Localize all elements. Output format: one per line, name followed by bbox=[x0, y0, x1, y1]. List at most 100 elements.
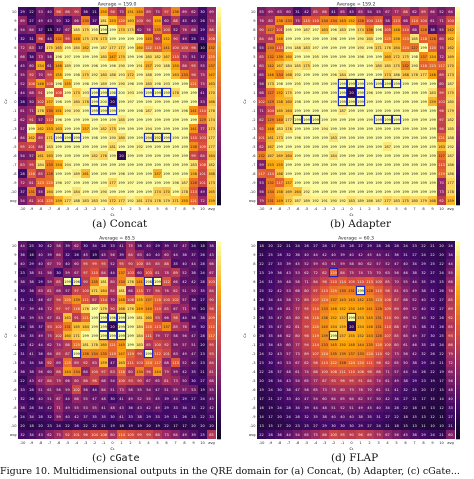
heatmap-cell bbox=[117, 268, 126, 277]
heatmap-cell bbox=[293, 61, 302, 70]
cell-value-label: 22 bbox=[430, 253, 435, 257]
heatmap-cell bbox=[54, 313, 63, 322]
x-tick-label: -2 bbox=[93, 441, 97, 445]
cell-value-label: 34 bbox=[38, 406, 43, 410]
cell-value-label: 88 bbox=[394, 325, 399, 329]
heatmap-cell bbox=[383, 133, 392, 142]
cell-value-label: 40 bbox=[295, 397, 300, 401]
heatmap-cell bbox=[198, 295, 207, 304]
cell-value-label: 97 bbox=[56, 307, 61, 311]
heatmap-cell bbox=[18, 133, 27, 142]
cell-value-label: 186 bbox=[393, 73, 401, 77]
cell-value-label: 177 bbox=[208, 145, 215, 149]
heatmap-cell bbox=[27, 259, 36, 268]
heatmap-cell bbox=[99, 43, 108, 52]
cell-value-label: 81 bbox=[56, 316, 61, 320]
heatmap-cell bbox=[302, 394, 311, 403]
heatmap-cell bbox=[311, 250, 320, 259]
heatmap-cell bbox=[135, 34, 144, 43]
cell-value-label: 56 bbox=[56, 388, 61, 392]
cell-value-label: 21 bbox=[200, 370, 205, 374]
heatmap-cell bbox=[90, 106, 99, 115]
cell-value-label: 20 bbox=[439, 253, 444, 257]
highlighted-cell-box bbox=[143, 132, 154, 143]
cell-value-label: 20 bbox=[146, 424, 151, 428]
heatmap-cell bbox=[18, 322, 27, 331]
heatmap-cell bbox=[356, 430, 365, 439]
cell-value-label: 45 bbox=[182, 19, 187, 23]
cell-value-label: 199 bbox=[384, 100, 392, 104]
colorbar-segment bbox=[217, 195, 221, 201]
x-tick-label: 3 bbox=[377, 441, 379, 445]
heatmap-cell bbox=[347, 241, 356, 250]
heatmap-cell bbox=[90, 7, 99, 16]
cell-value-label: 199 bbox=[154, 163, 162, 167]
cell-value-label: 171 bbox=[73, 334, 80, 338]
cell-value-label: 134 bbox=[91, 352, 99, 356]
heatmap-cell bbox=[144, 259, 153, 268]
cell-value-label: 30 bbox=[56, 271, 61, 275]
cell-value-label: 140 bbox=[145, 37, 153, 41]
cell-value-label: 199 bbox=[330, 82, 338, 86]
cell-value-label: 72 bbox=[448, 361, 453, 365]
cell-value-label: 67 bbox=[47, 316, 52, 320]
heatmap-cell bbox=[338, 412, 347, 421]
heatmap-cell bbox=[153, 403, 162, 412]
heatmap-cell bbox=[153, 286, 162, 295]
cell-value-label: 41 bbox=[394, 388, 399, 392]
cell-value-label: 199 bbox=[82, 55, 90, 59]
cell-value-label: 199 bbox=[181, 82, 189, 86]
heatmap-cell bbox=[207, 340, 216, 349]
heatmap-cell bbox=[410, 151, 419, 160]
cell-value-label: 140 bbox=[276, 118, 284, 122]
heatmap-cell bbox=[329, 97, 338, 106]
heatmap-cell bbox=[347, 412, 356, 421]
cell-value-label: 199 bbox=[366, 82, 374, 86]
cell-value-label: 160 bbox=[100, 343, 108, 347]
heatmap-cell bbox=[347, 322, 356, 331]
heatmap-cell bbox=[419, 124, 428, 133]
cell-value-label: 177 bbox=[285, 118, 292, 122]
heatmap-cell bbox=[347, 52, 356, 61]
cell-value-label: 170 bbox=[208, 91, 216, 95]
x-tick-label: 2 bbox=[368, 207, 370, 211]
cell-value-label: 199 bbox=[339, 181, 347, 185]
cell-value-label: 104 bbox=[420, 19, 428, 23]
heatmap-cell bbox=[207, 286, 216, 295]
cell-value-label: 35 bbox=[367, 415, 372, 419]
heatmap-cell bbox=[374, 367, 383, 376]
heatmap-cell bbox=[117, 25, 126, 34]
heatmap-cell bbox=[284, 394, 293, 403]
heatmap-cell bbox=[347, 196, 356, 205]
cell-value-label: 196 bbox=[118, 172, 126, 176]
x-tick-label: 6 bbox=[165, 207, 168, 211]
y-tick-label: 2 bbox=[253, 316, 255, 320]
heatmap-cell bbox=[437, 367, 446, 376]
cell-value-label: 186 bbox=[109, 73, 117, 77]
cell-value-label: 199 bbox=[348, 316, 356, 320]
heatmap-cell bbox=[392, 340, 401, 349]
heatmap-cell bbox=[311, 88, 320, 97]
cell-value-label: 35 bbox=[313, 415, 318, 419]
heatmap-cell bbox=[99, 340, 108, 349]
heatmap-cell bbox=[428, 115, 437, 124]
heatmap-cell bbox=[383, 385, 392, 394]
heatmap-cell bbox=[180, 358, 189, 367]
heatmap-cell bbox=[108, 412, 117, 421]
heatmap-cell bbox=[135, 412, 144, 421]
heatmap-cell bbox=[410, 295, 419, 304]
cell-value-label: 199 bbox=[321, 82, 329, 86]
cell-value-label: 199 bbox=[411, 100, 419, 104]
heatmap-cell bbox=[392, 430, 401, 439]
heatmap-cell bbox=[428, 259, 437, 268]
cell-value-label: 76 bbox=[358, 388, 363, 392]
cell-value-label: 176 bbox=[82, 307, 90, 311]
heatmap-cell bbox=[180, 160, 189, 169]
cell-value-label: 199 bbox=[145, 181, 153, 185]
cell-value-label: 99 bbox=[137, 433, 142, 437]
heatmap-cell bbox=[410, 367, 419, 376]
cell-value-label: 26 bbox=[182, 415, 187, 419]
cell-value-label: 180 bbox=[447, 100, 455, 104]
y-tick-label: -3 bbox=[13, 127, 17, 131]
heatmap-cell bbox=[410, 88, 419, 97]
